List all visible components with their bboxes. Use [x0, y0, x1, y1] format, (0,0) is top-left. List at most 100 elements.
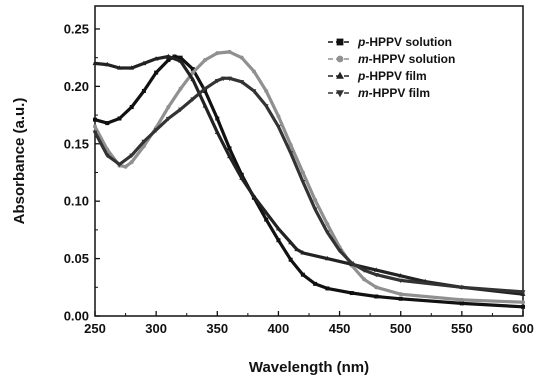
data-point: [251, 193, 257, 199]
x-tick-label: 400: [268, 321, 290, 336]
x-tick-label: 250: [84, 321, 106, 336]
legend: p-HPPV solution m-HPPV solution p-HPPV fil…: [328, 35, 455, 100]
data-point: [300, 170, 305, 175]
data-point: [325, 286, 330, 291]
data-point: [165, 53, 171, 59]
data-point: [93, 124, 98, 129]
data-point: [93, 117, 98, 122]
data-point: [117, 65, 122, 70]
data-point: [214, 78, 220, 84]
legend-label: p-HPPV solution: [357, 35, 452, 49]
data-point: [398, 296, 403, 301]
data-point: [227, 146, 232, 151]
legend-swatch-marker: [336, 38, 344, 46]
data-point: [154, 70, 159, 75]
x-tick-label: 350: [206, 321, 228, 336]
y-tick-label: 0.20: [64, 79, 89, 94]
data-point: [374, 294, 379, 299]
data-point: [215, 116, 220, 121]
data-point: [459, 297, 464, 302]
series-layer: [92, 49, 526, 309]
x-axis-title: Wavelength (nm): [249, 359, 369, 376]
data-point: [520, 290, 526, 295]
data-point: [288, 142, 293, 147]
data-point: [374, 285, 379, 290]
data-point: [190, 76, 196, 82]
x-tick-label: 600: [512, 321, 534, 336]
data-point: [220, 76, 226, 82]
data-point: [227, 76, 232, 82]
data-point: [275, 124, 281, 130]
legend-item: p-HPPV solution: [328, 35, 452, 49]
data-point: [117, 116, 122, 121]
legend-swatch-marker: [336, 55, 344, 63]
y-tick-label: 0.00: [64, 309, 89, 324]
data-point: [349, 261, 355, 266]
data-point: [141, 88, 146, 93]
data-point: [300, 272, 305, 277]
data-point: [202, 86, 208, 92]
data-point: [521, 304, 526, 309]
data-point: [153, 128, 159, 133]
series-2: [93, 49, 526, 305]
data-point: [215, 51, 220, 56]
data-point: [276, 114, 281, 119]
x-tick-label: 550: [451, 321, 473, 336]
data-point: [373, 272, 379, 278]
y-tick-label: 0.05: [64, 251, 89, 266]
x-tick-label: 450: [329, 321, 351, 336]
legend-label: m-HPPV solution: [358, 52, 455, 66]
legend-swatch-marker: [336, 71, 344, 79]
data-point: [239, 80, 245, 85]
data-point: [313, 281, 318, 286]
data-point: [166, 105, 171, 110]
data-point: [373, 267, 379, 272]
data-point: [349, 291, 354, 296]
data-point: [324, 255, 330, 261]
series-1: [93, 54, 526, 309]
data-point: [129, 105, 134, 110]
data-point: [227, 49, 232, 54]
x-tick-label: 300: [145, 321, 167, 336]
data-point: [92, 130, 98, 136]
data-point: [178, 58, 184, 63]
data-point: [153, 56, 159, 61]
data-point: [325, 222, 330, 227]
y-tick-label: 0.25: [64, 21, 89, 36]
series-line: [93, 54, 525, 296]
data-point: [129, 160, 134, 165]
data-point: [165, 116, 171, 122]
data-point: [324, 230, 330, 235]
y-tick-label: 0.15: [64, 136, 89, 151]
data-point: [288, 239, 294, 245]
series-line: [93, 76, 525, 294]
x-tick-label: 500: [390, 321, 412, 336]
legend-item: p-HPPV film: [328, 69, 427, 83]
y-axis-title: Absorbance (a.u.): [11, 98, 28, 225]
y-tick-label: 0.10: [64, 194, 89, 209]
data-point: [264, 217, 269, 222]
data-point: [178, 107, 184, 113]
data-point: [398, 292, 403, 297]
data-point: [202, 103, 208, 108]
data-point: [141, 144, 146, 149]
data-point: [129, 65, 135, 70]
data-point: [300, 250, 306, 255]
data-point: [337, 248, 343, 254]
series-line: [93, 50, 525, 304]
data-point: [275, 225, 281, 231]
data-point: [361, 268, 367, 273]
data-point: [264, 88, 269, 93]
data-point: [190, 97, 196, 102]
data-point: [92, 60, 98, 66]
legend-label: m-HPPV film: [358, 86, 430, 100]
data-point: [312, 207, 318, 212]
data-point: [203, 57, 208, 62]
data-point: [104, 61, 110, 67]
data-point: [362, 277, 367, 282]
data-point: [288, 151, 294, 156]
series-line: [93, 54, 525, 309]
data-point: [239, 55, 244, 60]
legend-item: m-HPPV solution: [328, 52, 455, 66]
